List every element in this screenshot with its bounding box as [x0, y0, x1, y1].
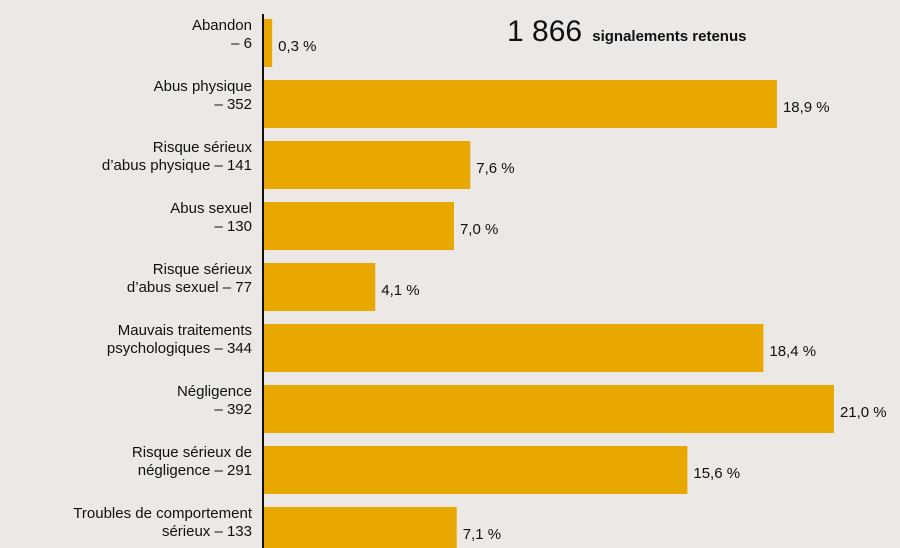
bar [264, 507, 457, 548]
category-label-line: – 130 [214, 218, 252, 235]
chart-title: 1 866 signalements retenus [507, 15, 746, 48]
value-label: 21,0 % [840, 404, 887, 421]
bar [264, 263, 376, 311]
category-label-line: – 6 [231, 35, 252, 52]
category-label: Troubles de comportement sérieux – 133 [73, 505, 253, 540]
category-label: Mauvais traitements psychologiques – 344 [107, 322, 252, 357]
value-label: 18,4 % [769, 343, 816, 360]
category-label: Abus physique – 352 [154, 78, 252, 113]
category-label: Abandon – 6 [192, 17, 252, 52]
category-label-line: psychologiques – 344 [107, 340, 252, 357]
category-label-line: – 392 [214, 401, 252, 418]
category-label: Négligence – 392 [177, 383, 252, 418]
category-label-line: d’abus sexuel – 77 [127, 279, 252, 296]
value-label: 7,6 % [476, 160, 514, 177]
value-label: 15,6 % [693, 465, 740, 482]
category-label-line: Troubles de comportement [73, 505, 253, 522]
title-number: 1 866 [507, 15, 582, 48]
value-label: 7,0 % [460, 221, 498, 238]
category-label-line: Négligence [177, 383, 252, 400]
value-label: 4,1 % [381, 282, 419, 299]
category-label-line: Risque sérieux de [132, 444, 252, 461]
value-label: 0,3 % [278, 38, 316, 55]
bar [264, 141, 471, 189]
bar [264, 446, 688, 494]
bar [264, 324, 764, 372]
bar [264, 385, 834, 433]
category-label-line: Abus physique [154, 78, 252, 95]
bar [264, 19, 273, 67]
category-label-line: – 352 [214, 96, 252, 113]
category-label-line: sérieux – 133 [162, 523, 252, 540]
category-label: Abus sexuel – 130 [170, 200, 252, 235]
category-label-line: Risque sérieux [153, 139, 253, 156]
category-label-line: Abus sexuel [170, 200, 252, 217]
title-text: signalements retenus [592, 28, 746, 45]
category-label: Risque sérieux d’abus sexuel – 77 [127, 261, 253, 296]
value-label: 7,1 % [463, 526, 501, 543]
category-label: Risque sérieux d’abus physique – 141 [102, 139, 253, 174]
bar [264, 80, 777, 128]
category-label: Risque sérieux de négligence – 291 [132, 444, 252, 479]
value-label: 18,9 % [783, 99, 830, 116]
category-label-line: Mauvais traitements [118, 322, 252, 339]
bar [264, 202, 454, 250]
category-label-line: d’abus physique – 141 [102, 157, 252, 174]
category-label-line: Risque sérieux [153, 261, 253, 278]
category-label-line: négligence – 291 [138, 462, 252, 479]
category-label-line: Abandon [192, 17, 252, 34]
